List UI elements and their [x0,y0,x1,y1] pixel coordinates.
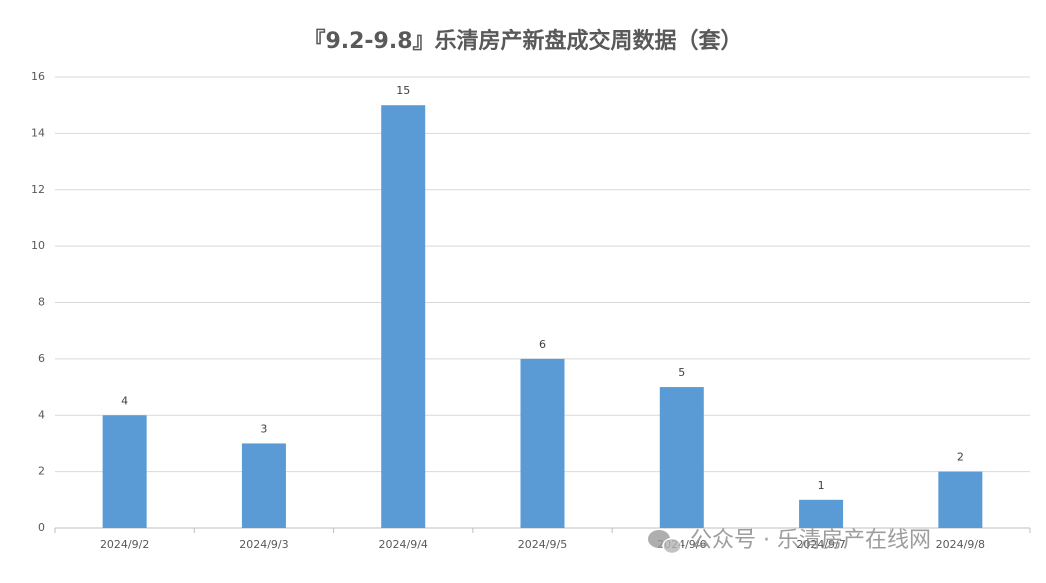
data-label: 3 [260,422,267,435]
bar [938,471,983,528]
x-tick-label: 2024/9/7 [796,538,845,551]
y-tick-label: 10 [31,239,45,252]
data-label: 15 [396,84,410,97]
data-label: 2 [957,451,964,464]
y-tick-label: 12 [31,183,45,196]
y-tick-label: 0 [38,521,45,534]
x-tick-label: 2024/9/5 [518,538,567,551]
bar [381,105,426,528]
y-tick-label: 6 [38,352,45,365]
watermark: 公众号 · 乐清房产在线网 [690,528,931,553]
plot-area: 02468101214162024/9/242024/9/332024/9/41… [31,70,1031,551]
y-tick-label: 2 [38,465,45,478]
data-label: 5 [678,366,685,379]
x-tick-label: 2024/9/4 [379,538,428,551]
data-label: 6 [539,338,546,351]
x-tick-label: 2024/9/8 [936,538,985,551]
data-label: 4 [121,394,128,407]
y-tick-label: 14 [31,126,45,139]
y-tick-label: 4 [38,408,45,421]
y-tick-label: 8 [38,296,45,309]
y-tick-label: 16 [31,70,45,83]
x-tick-label: 2024/9/2 [100,538,149,551]
bar [659,387,704,528]
bar [102,415,147,528]
x-tick-label: 2024/9/3 [239,538,288,551]
chart-title: 『9.2-9.8』乐清房产新盘成交周数据（套） [303,28,742,54]
bar [520,358,565,528]
data-label: 1 [818,479,825,492]
bar [799,499,844,528]
bar [241,443,286,528]
watermark-icon [648,530,682,555]
